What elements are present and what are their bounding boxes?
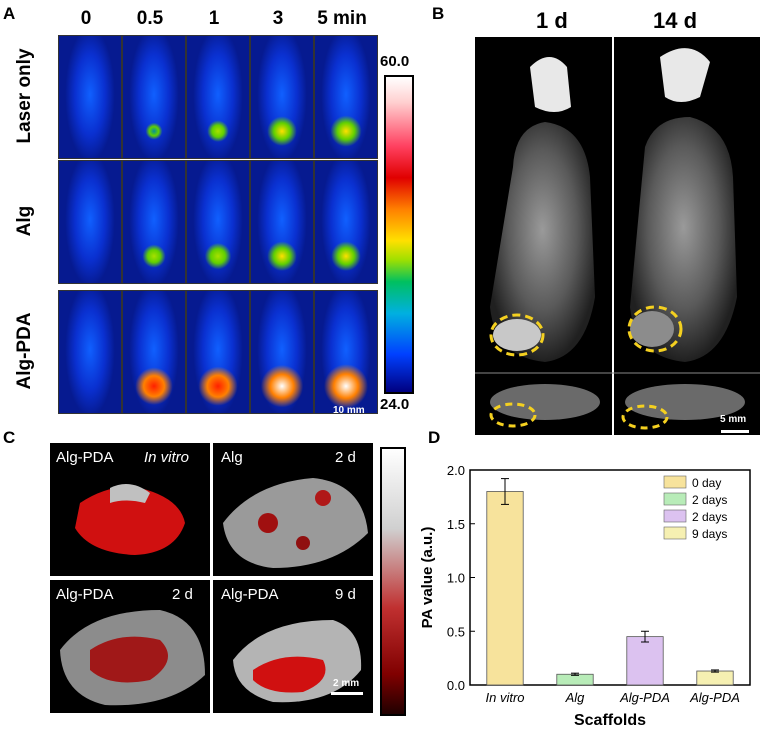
colorbar-min-label: 24.0: [380, 396, 410, 413]
thermal-tile-r0-c0: [58, 35, 122, 159]
pa-tile-alg-pda-2d: Alg-PDA 2 d: [50, 580, 210, 713]
x-tick-label-2: Alg-PDA: [619, 690, 670, 705]
y-tick-label-2: 1.0: [447, 571, 465, 586]
thermal-tile-r2-c3: [250, 290, 314, 414]
bar-0: [486, 491, 524, 686]
time-header-4: 5 min: [317, 8, 367, 29]
pa-scale-label: 2 mm: [333, 678, 360, 689]
legend-swatch-2: [663, 509, 687, 523]
legend-label-2: 2 days: [692, 510, 727, 524]
thermal-tile-r0-c4: [314, 35, 378, 159]
thermal-tile-r1-c2: [186, 160, 250, 284]
x-tick-label-0: In vitro: [485, 690, 524, 705]
thermal-tile-r1-c0: [58, 160, 122, 284]
pa-tile-1-left-label: Alg-PDA: [56, 449, 114, 466]
pa-tile-2-left-label: Alg: [221, 449, 243, 466]
panel-d-label: D: [428, 428, 441, 447]
thermal-tile-r0-c3: [250, 35, 314, 159]
thermal-scale-label: 10 mm: [333, 405, 365, 416]
time-header-2: 1: [208, 8, 220, 29]
mri-header-1d: 1 d: [536, 8, 568, 33]
row-label-0: Laser only: [14, 48, 35, 144]
pa-bar-chart: 0.0 0.5 1.0 1.5 2.0 In vitro Alg Alg-PDA Alg-PDA…: [419, 463, 751, 729]
y-axis-label: PA value (a.u.): [419, 527, 436, 629]
legend-swatch-3: [663, 526, 687, 540]
x-tick-label-1: Alg: [565, 690, 586, 705]
pa-tile-1-right-label: In vitro: [144, 449, 190, 466]
legend-label-1: 2 days: [692, 493, 727, 507]
thermal-tile-r0-c2: [186, 35, 250, 159]
thermal-colorbar: [384, 75, 414, 394]
legend-label-3: 9 days: [692, 527, 727, 541]
thermal-tile-r1-c4: [314, 160, 378, 284]
thermal-tile-r2-c2: [186, 290, 250, 414]
x-axis-label: Scaffolds: [574, 712, 646, 729]
legend-swatch-1: [663, 492, 687, 506]
row-label-1: Alg: [14, 205, 35, 237]
mri-header-14d: 14 d: [653, 8, 698, 33]
thermal-tile-r2-c1: [122, 290, 186, 414]
thermal-tile-r2-c4: [314, 290, 378, 414]
mri-images: [475, 37, 760, 435]
pa-tile-4-right-label: 9 d: [335, 586, 356, 603]
pa-tile-4-left-label: Alg-PDA: [221, 586, 279, 603]
mri-1d-body: [489, 57, 600, 428]
time-header-3: 3: [272, 8, 284, 29]
panel-b-label: B: [432, 4, 445, 23]
bar-2: [626, 636, 664, 686]
panel-c-label: C: [3, 428, 16, 447]
bar-3: [696, 670, 734, 686]
y-tick-label-3: 1.5: [447, 517, 465, 532]
panel-a-label: A: [3, 4, 16, 23]
thermal-tile-r1-c1: [122, 160, 186, 284]
pa-tile-alg-2d: Alg 2 d: [213, 443, 373, 576]
pa-tile-3-left-label: Alg-PDA: [56, 586, 114, 603]
colorbar-max-label: 60.0: [380, 53, 410, 70]
thermal-scale-bar: [333, 418, 363, 421]
pa-tile-alg-pda-9d: Alg-PDA 9 d 2 mm: [213, 580, 373, 713]
y-tick-label-0: 0.0: [447, 678, 465, 693]
time-header-0: 0: [80, 8, 92, 29]
pa-tile-alg-pda-in-vitro: Alg-PDA In vitro: [50, 443, 210, 576]
pa-tile-2-right-label: 2 d: [335, 449, 356, 466]
thermal-tile-r1-c3: [250, 160, 314, 284]
pa-scale-bar: [331, 692, 363, 695]
pa-tile-3-right-label: 2 d: [172, 586, 193, 603]
legend-label-0: 0 day: [692, 476, 721, 490]
thermal-tile-r0-c1: [122, 35, 186, 159]
mri-scale-label: 5 mm: [720, 414, 747, 425]
pa-colorbar: [380, 447, 406, 716]
time-header-1: 0.5: [136, 8, 164, 29]
bar-1: [556, 673, 594, 686]
mri-scale-bar: [721, 430, 749, 433]
row-label-2: Alg-PDA: [14, 312, 35, 390]
mri-14d-body: [621, 48, 745, 430]
x-tick-label-3: Alg-PDA: [689, 690, 740, 705]
legend-swatch-0: [663, 475, 687, 489]
y-tick-label-1: 0.5: [447, 624, 465, 639]
y-tick-label-4: 2.0: [447, 463, 465, 478]
thermal-tile-r2-c0: [58, 290, 122, 414]
